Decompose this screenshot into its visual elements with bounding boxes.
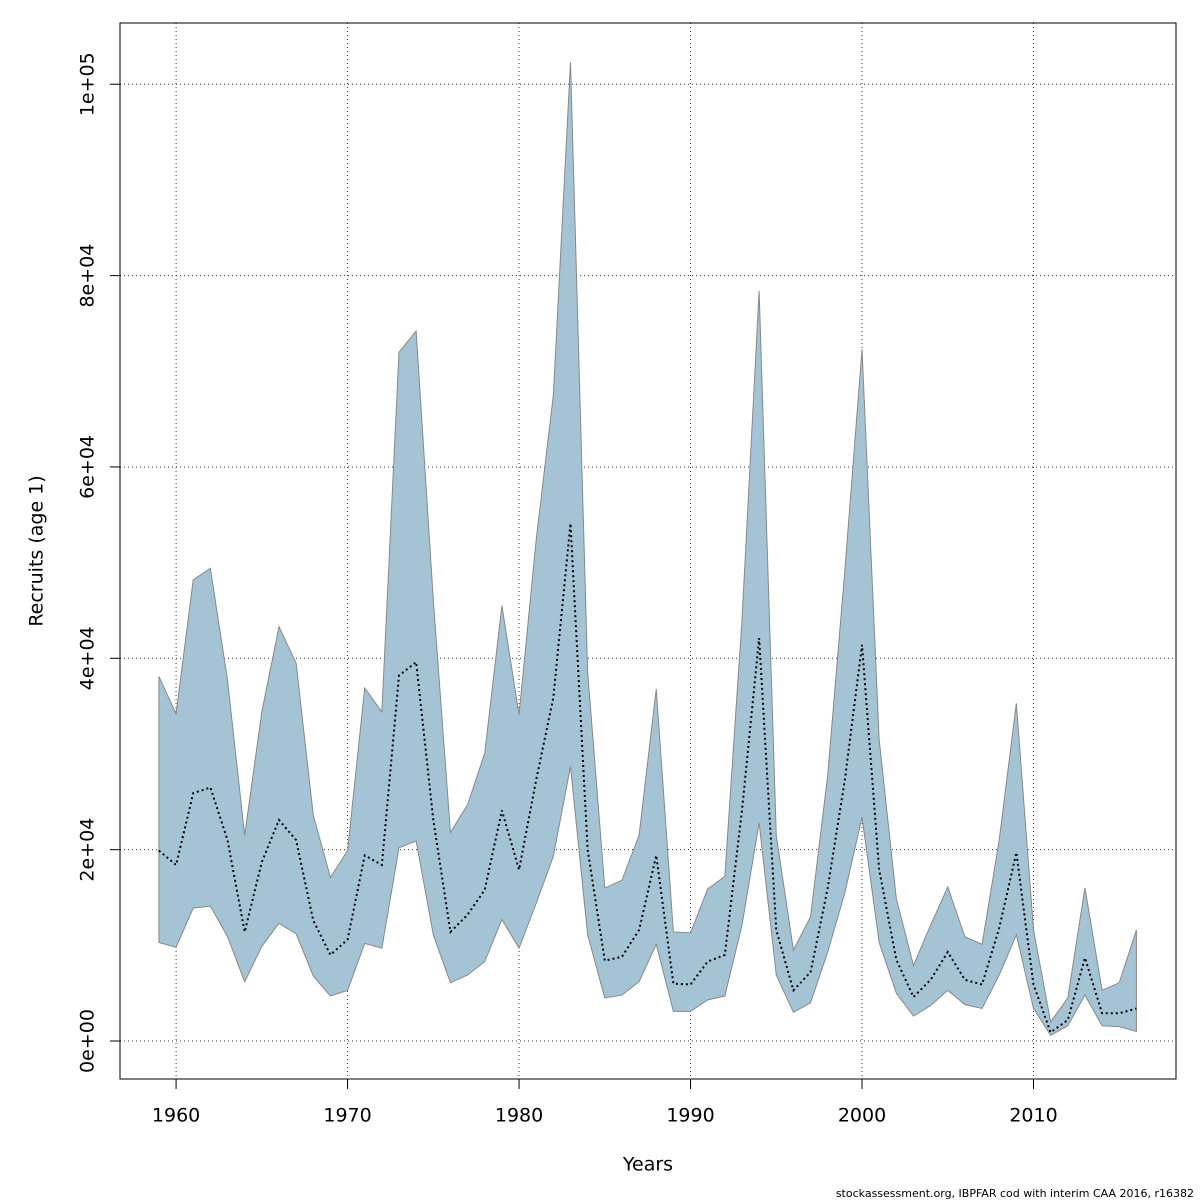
x-tick-label: 1990 [666, 1105, 714, 1127]
x-tick-label: 2010 [1009, 1105, 1057, 1127]
confidence-band [158, 62, 1137, 1036]
x-tick-label: 1960 [152, 1105, 200, 1127]
y-axis-title: Recruits (age 1) [26, 475, 48, 626]
x-tick-label: 1970 [323, 1105, 371, 1127]
y-tick-label: 0e+00 [77, 1009, 99, 1073]
y-tick-label: 6e+04 [77, 435, 99, 499]
x-axis-title: Years [622, 1154, 673, 1176]
x-tick-label: 1980 [495, 1105, 543, 1127]
y-tick-label: 2e+04 [77, 818, 99, 882]
x-tick-label: 2000 [838, 1105, 886, 1127]
y-tick-label: 4e+04 [77, 626, 99, 690]
y-tick-label: 1e+05 [77, 52, 99, 116]
plot-frame [119, 22, 1177, 1080]
footer: stockassessment.org, IBPFAR cod with int… [836, 1187, 1194, 1200]
y-tick-label: 8e+04 [77, 244, 99, 308]
